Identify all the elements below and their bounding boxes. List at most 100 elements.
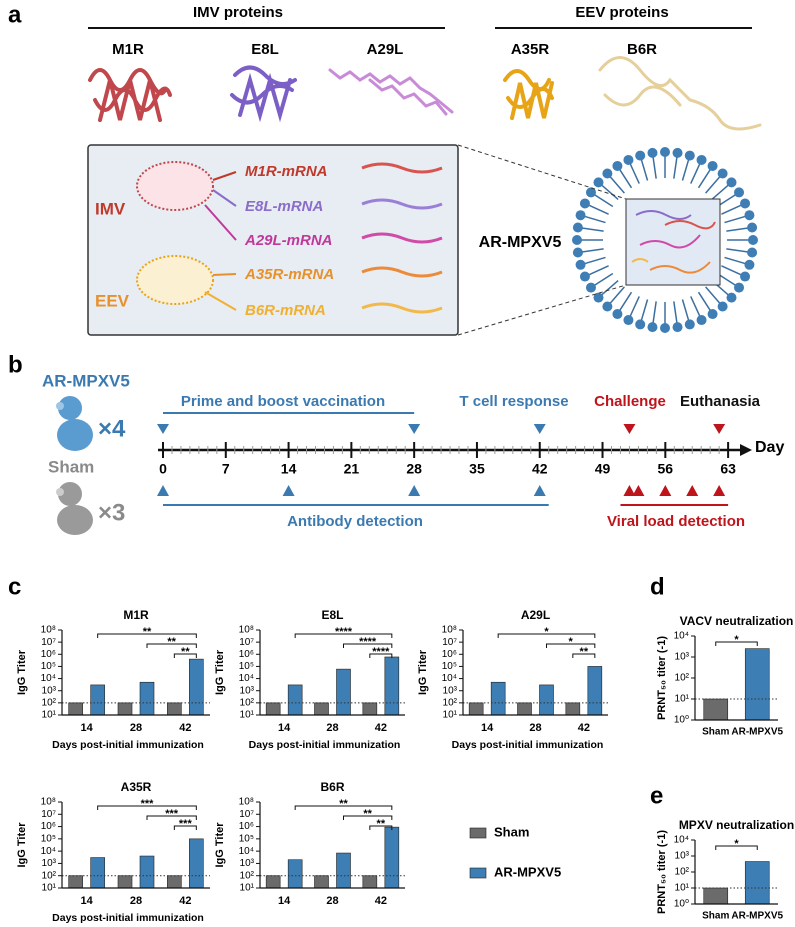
significance-label: ** bbox=[377, 818, 386, 830]
significance-bracket bbox=[497, 633, 596, 638]
y-tick-label: 10¹ bbox=[42, 883, 57, 894]
lipid-head bbox=[740, 198, 751, 209]
chart-title: VACV neutralization bbox=[680, 614, 794, 628]
significance-bracket bbox=[146, 643, 197, 648]
lipid-tail bbox=[629, 163, 640, 184]
chart-title: A29L bbox=[521, 608, 550, 622]
x-tick-label: 28 bbox=[529, 722, 541, 734]
event-marker bbox=[533, 485, 546, 496]
y-tick-label: 10³ bbox=[240, 685, 255, 696]
legend-label: Sham bbox=[494, 824, 529, 839]
group-name: AR-MPXV5 bbox=[42, 371, 130, 390]
y-tick-label: 10⁵ bbox=[41, 661, 56, 672]
lipid-head bbox=[585, 282, 596, 293]
significance-bracket bbox=[715, 641, 758, 646]
y-axis-label: PRNT₅₀ titer (-1) bbox=[656, 636, 668, 720]
tick-label: 0 bbox=[159, 461, 167, 477]
event-marker bbox=[632, 485, 645, 496]
significance-bracket bbox=[173, 653, 197, 658]
significance-label: * bbox=[569, 636, 574, 648]
lipid-tail bbox=[593, 193, 614, 208]
bar bbox=[167, 875, 182, 889]
y-tick-label: 10⁵ bbox=[239, 661, 254, 672]
eev-title: EEV proteins bbox=[575, 4, 668, 21]
mrna-label: A35R-mRNA bbox=[244, 266, 334, 283]
significance-label: **** bbox=[372, 646, 390, 658]
lipid-head bbox=[740, 271, 751, 282]
lipid-head bbox=[707, 309, 718, 320]
bar bbox=[90, 857, 105, 889]
y-tick-label: 10⁴ bbox=[239, 673, 254, 684]
dashed-connector bbox=[457, 144, 627, 200]
y-tick-label: 10⁸ bbox=[41, 797, 56, 808]
bar bbox=[139, 681, 155, 716]
panel-label: d bbox=[650, 573, 665, 600]
panel-label: a bbox=[8, 1, 22, 28]
x-tick-label: 28 bbox=[130, 722, 142, 734]
y-tick-label: 10³ bbox=[675, 652, 690, 663]
x-tick-label: 14 bbox=[81, 895, 94, 907]
tick-label: 21 bbox=[344, 461, 360, 477]
mrna-label: A29L-mRNA bbox=[244, 232, 333, 249]
bar bbox=[68, 875, 83, 889]
group-name: Sham bbox=[48, 457, 94, 476]
tick-label: 56 bbox=[658, 461, 674, 477]
bar bbox=[265, 702, 281, 716]
lipid-tail bbox=[584, 215, 606, 224]
lipid-head bbox=[623, 315, 634, 326]
x-tick-label: AR-MPXV5 bbox=[731, 727, 783, 738]
lipid-tail bbox=[711, 184, 729, 200]
x-tick-label: 14 bbox=[278, 895, 291, 907]
x-tick-label: 42 bbox=[179, 895, 191, 907]
lipid-tail bbox=[652, 301, 657, 324]
lipid-tail bbox=[601, 280, 619, 296]
imv-title: IMV proteins bbox=[193, 4, 283, 21]
x-tick-label: 42 bbox=[375, 722, 387, 734]
y-tick-label: 10² bbox=[42, 697, 57, 708]
lipid-tail bbox=[581, 227, 604, 232]
lipid-tail bbox=[681, 299, 690, 321]
lipid-tail bbox=[690, 163, 701, 184]
lipid-head bbox=[747, 247, 758, 258]
event-marker bbox=[408, 485, 421, 496]
y-tick-label: 10¹ bbox=[675, 883, 690, 894]
bar bbox=[287, 684, 303, 716]
significance-bracket bbox=[715, 845, 758, 850]
y-tick-label: 10³ bbox=[675, 851, 690, 862]
lipid-head bbox=[647, 147, 658, 158]
lipid-tail bbox=[724, 215, 746, 224]
lipid-head bbox=[684, 319, 695, 330]
lipid-tail bbox=[705, 286, 721, 304]
lipid-head bbox=[579, 271, 590, 282]
significance-label: **** bbox=[359, 636, 377, 648]
significance-label: *** bbox=[141, 798, 155, 810]
bar bbox=[384, 826, 400, 889]
lipid-head bbox=[660, 323, 670, 333]
lipid-head bbox=[602, 301, 613, 312]
lipid-tail bbox=[640, 159, 649, 181]
mrna-label: E8L-mRNA bbox=[245, 198, 323, 215]
core-strands bbox=[631, 210, 716, 274]
bar bbox=[265, 875, 281, 889]
y-tick-label: 10⁴ bbox=[442, 673, 457, 684]
significance-label: **** bbox=[335, 626, 353, 638]
y-tick-label: 10⁵ bbox=[41, 833, 56, 844]
significance-bracket bbox=[294, 805, 393, 810]
event-marker bbox=[623, 424, 636, 434]
event-marker bbox=[659, 485, 672, 496]
significance-label: * bbox=[544, 626, 549, 638]
x-tick-label: 28 bbox=[326, 895, 338, 907]
bar bbox=[565, 702, 581, 716]
x-tick-label: 14 bbox=[278, 722, 291, 734]
lipid-tail bbox=[618, 168, 633, 189]
bar bbox=[362, 702, 378, 716]
y-tick-label: 10¹ bbox=[240, 710, 255, 721]
lipid-tail bbox=[726, 248, 749, 253]
significance-label: * bbox=[734, 838, 739, 850]
x-tick-label: 42 bbox=[375, 895, 387, 907]
tick-label: 7 bbox=[222, 461, 230, 477]
y-tick-label: 10⁸ bbox=[442, 625, 457, 636]
lipid-head bbox=[572, 222, 583, 233]
